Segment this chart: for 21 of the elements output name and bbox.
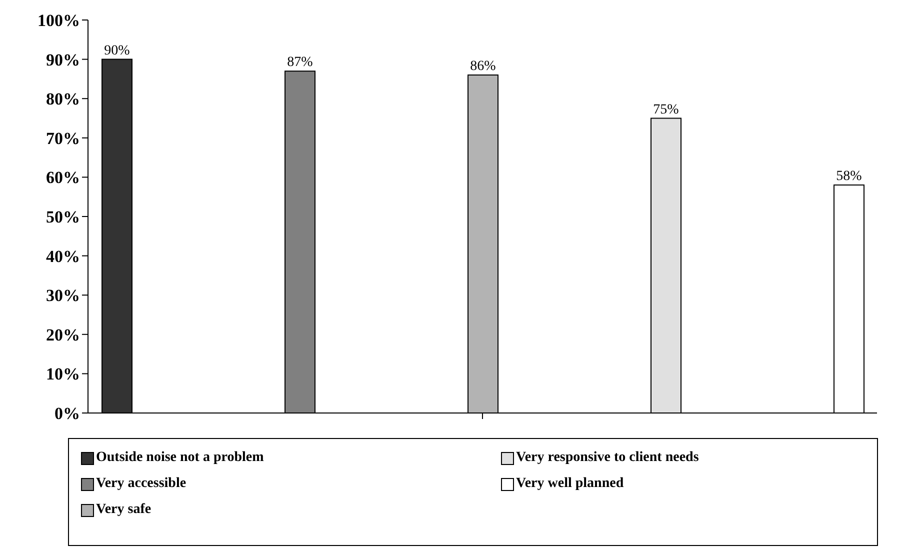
legend-label: Very safe xyxy=(96,502,152,518)
y-tick-label: 10% xyxy=(46,364,80,384)
y-tick-label: 50% xyxy=(46,208,80,227)
y-tick-label: 80% xyxy=(46,90,80,109)
data-label: 58% xyxy=(836,169,862,184)
data-label: 90% xyxy=(104,43,130,58)
y-tick-label: 40% xyxy=(46,246,80,266)
y-tick-label: 100% xyxy=(38,11,80,30)
legend-label: Very well planned xyxy=(516,476,624,492)
data-label: 87% xyxy=(287,55,314,70)
y-tick-label: 90% xyxy=(46,50,80,70)
y-tick-label: 70% xyxy=(46,128,80,148)
legend-label: Very responsive to client needs xyxy=(516,450,699,466)
data-label: 75% xyxy=(653,102,680,118)
data-label: 86% xyxy=(470,59,496,74)
y-tick-label: 20% xyxy=(46,325,80,344)
y-tick-label: 0% xyxy=(54,404,80,424)
y-tick-label: 30% xyxy=(46,286,80,306)
legend-label: Outside noise not a problem xyxy=(96,450,264,466)
y-tick-label: 60% xyxy=(46,168,80,188)
legend-label: Very accessible xyxy=(96,476,186,492)
